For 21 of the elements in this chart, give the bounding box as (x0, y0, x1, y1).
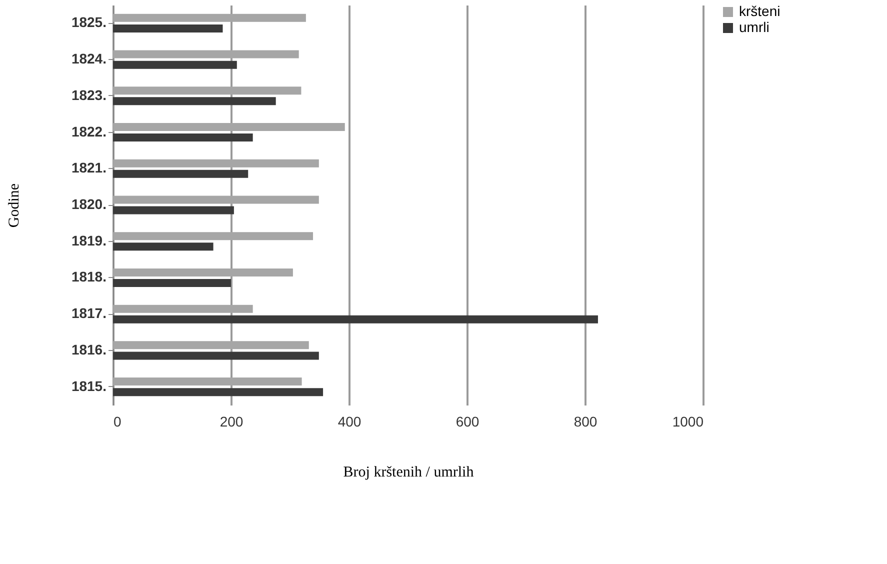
y-tick-label: 1823. (71, 86, 106, 103)
x-axis-title: Broj krštenih / umrlih (343, 464, 474, 480)
y-tick-label: 1817. (71, 305, 106, 322)
y-tick-label: 1820. (71, 196, 106, 212)
y-tick-label: 1824. (71, 50, 106, 67)
y-tick-label: 1816. (71, 341, 106, 358)
legend-label: umrli (739, 19, 770, 35)
x-tick-label: 400 (338, 414, 362, 430)
y-tick-label: 1825. (71, 14, 106, 30)
y-tick-label: 1819. (71, 232, 106, 248)
x-tick-label: 800 (574, 414, 598, 430)
y-tick-label: 1821. (71, 160, 106, 176)
y-tick-label: 1822. (71, 123, 106, 140)
x-tick-label: 0 (114, 414, 122, 430)
y-axis-title: Godine (6, 183, 22, 228)
y-tick-label: 1818. (71, 268, 106, 285)
x-tick-label: 200 (220, 414, 244, 430)
legend-label: kršteni (739, 3, 780, 19)
x-tick-label: 600 (456, 414, 480, 430)
x-tick-label: 1000 (672, 414, 704, 430)
y-tick-label: 1815. (71, 378, 106, 394)
